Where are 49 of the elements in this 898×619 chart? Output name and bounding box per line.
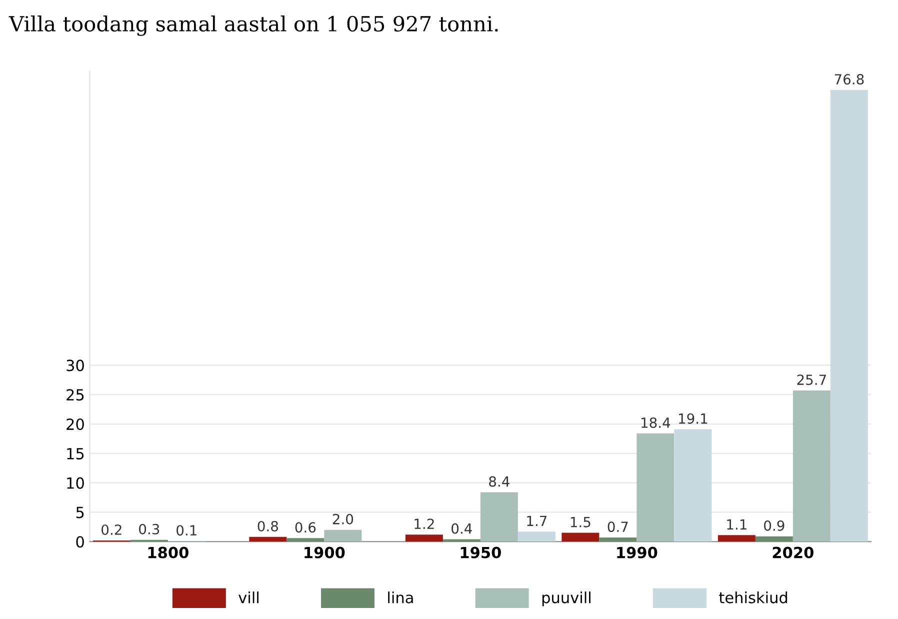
data-label: 8.4 — [489, 476, 510, 487]
data-label: 0.4 — [452, 523, 472, 534]
data-label: 0.3 — [139, 524, 160, 534]
bar — [480, 492, 518, 542]
y-tick-label: 30 — [66, 360, 84, 372]
x-tick-label: 1800 — [148, 546, 188, 558]
bar — [599, 538, 637, 542]
bar — [249, 536, 287, 542]
bar — [830, 90, 868, 542]
bar — [674, 429, 712, 542]
bar — [286, 538, 324, 542]
data-label: 0.7 — [608, 522, 628, 532]
bar — [636, 433, 674, 542]
bar — [755, 536, 793, 542]
y-tick-label: 25 — [66, 389, 84, 401]
data-label: 1.2 — [414, 518, 434, 529]
bar — [518, 532, 556, 542]
y-tick-label: 10 — [67, 477, 84, 489]
y-tick-label: 5 — [76, 506, 84, 518]
legend-label: lina — [388, 592, 413, 604]
data-label: 1.5 — [570, 517, 590, 528]
data-label: 2.0 — [332, 514, 354, 524]
data-label: 1.1 — [727, 519, 746, 530]
bar — [405, 534, 443, 542]
data-label: 0.8 — [258, 520, 278, 532]
data-label: 0.6 — [295, 522, 316, 533]
data-label: 76.8 — [834, 74, 864, 85]
chart-title: Villa toodang samal aastal on 1 055 927 tonni. — [8, 15, 498, 36]
legend-label: tehiskiud — [719, 592, 788, 604]
bar — [562, 532, 600, 542]
data-label: 1.7 — [527, 516, 547, 526]
y-tick-label: 15 — [67, 448, 84, 460]
x-tick-label: 2020 — [772, 546, 814, 558]
bar — [718, 535, 756, 542]
data-label: 25.7 — [797, 374, 826, 386]
bar — [324, 530, 362, 542]
x-tick-label: 1950 — [460, 546, 501, 558]
data-label: 19.1 — [678, 413, 708, 424]
legend-label: puuvill — [542, 592, 590, 606]
legend-label: vill — [238, 592, 258, 604]
data-label: 0.2 — [102, 524, 122, 535]
data-label: 0.9 — [764, 520, 784, 531]
bar — [792, 390, 830, 542]
y-tick-label: 0 — [76, 536, 84, 548]
y-tick-label: 20 — [66, 418, 84, 430]
data-label: 18.4 — [641, 417, 670, 428]
x-tick-label: 1900 — [304, 546, 345, 558]
data-label: 0.1 — [176, 525, 196, 536]
x-tick-label: 1990 — [617, 546, 658, 558]
